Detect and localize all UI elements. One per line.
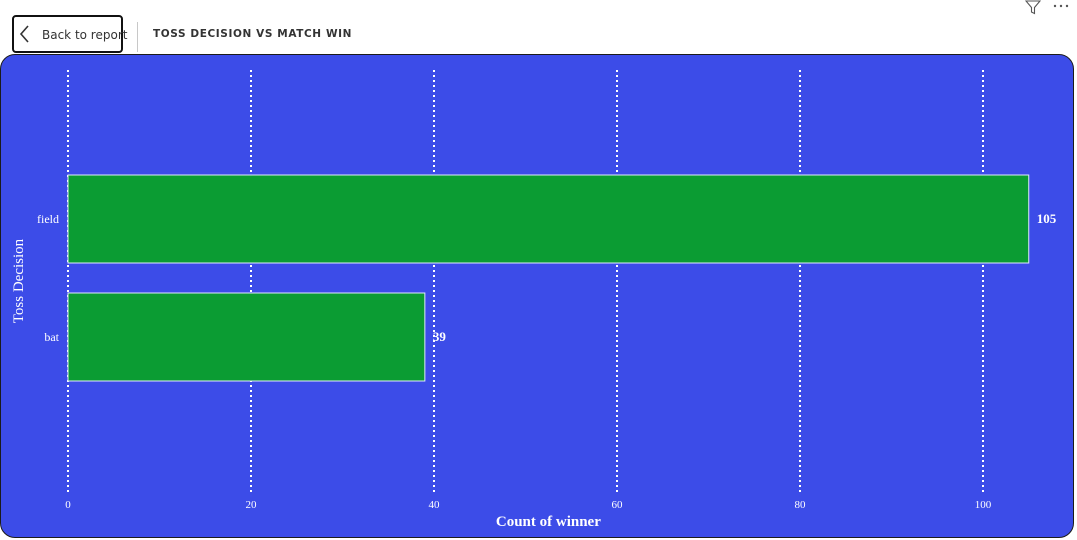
report-header: Back to report TOSS DECISION VS MATCH WI… (0, 0, 1077, 54)
bars (67, 174, 1030, 382)
back-button-label: Back to report (42, 28, 128, 42)
bar-bat[interactable] (67, 292, 426, 382)
x-tick-label: 20 (246, 499, 258, 511)
x-axis-ticks: 0 20 40 60 80 100 (65, 499, 992, 511)
data-labels: 105 39 (433, 211, 1057, 344)
header-divider (137, 22, 138, 52)
gridlines (67, 70, 984, 495)
data-label: 39 (433, 329, 447, 344)
bar-chart: 0 20 40 60 80 100 field bat 105 39 Count of win… (11, 70, 1057, 530)
x-tick-label: 100 (975, 499, 992, 511)
more-options-icon[interactable] (1052, 1, 1070, 11)
chevron-left-icon (19, 25, 29, 43)
x-axis-title: Count of winner (496, 514, 601, 530)
x-tick-label: 40 (429, 499, 441, 511)
x-tick-label: 60 (612, 499, 624, 511)
y-axis-title: Toss Decision (11, 238, 27, 323)
category-label: bat (44, 330, 59, 344)
filter-icon[interactable] (1025, 0, 1041, 15)
x-tick-label: 80 (795, 499, 807, 511)
bar-field[interactable] (67, 174, 1030, 264)
category-label: field (37, 212, 59, 226)
data-label: 105 (1037, 211, 1057, 226)
x-tick-label: 0 (65, 499, 71, 511)
back-to-report-button[interactable]: Back to report (12, 15, 127, 53)
chart-container: 0 20 40 60 80 100 field bat 105 39 Count of win… (0, 54, 1074, 538)
page-title: TOSS DECISION VS MATCH WIN (153, 28, 353, 40)
category-labels: field bat (37, 212, 60, 344)
